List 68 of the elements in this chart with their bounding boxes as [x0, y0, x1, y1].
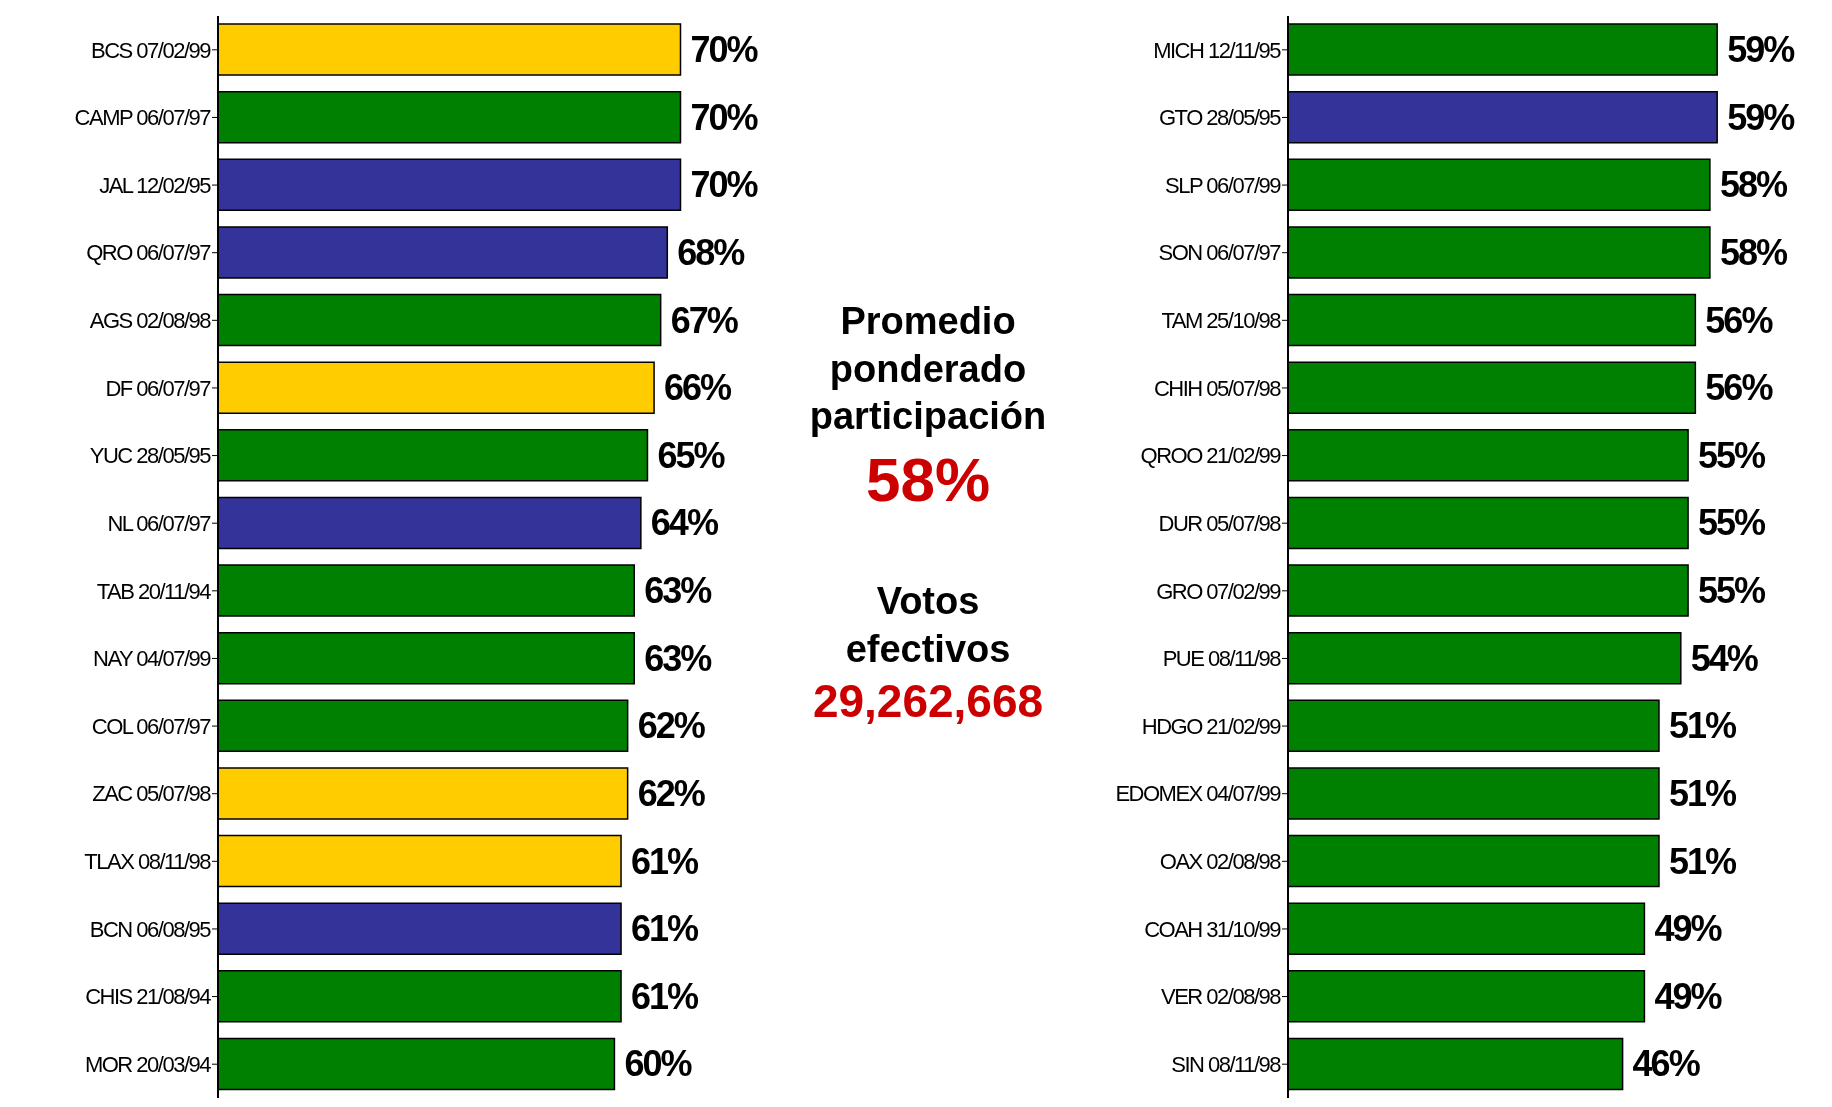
y-tick-label: GRO 07/02/99 [1156, 578, 1282, 604]
text: Promedio ponderado participación [808, 299, 1048, 439]
y-tick-label: NAY 04/07/99 [93, 646, 212, 672]
data-label: 55% [1698, 570, 1767, 612]
y-tick-label: MICH 12/11/95 [1153, 37, 1282, 63]
y-tick-label: SON 06/07/97 [1158, 240, 1282, 266]
y-tick-label: EDOMEX 04/07/99 [1115, 781, 1282, 807]
data-label: 63% [644, 570, 713, 612]
data-label: 66% [664, 367, 733, 409]
data-label: 60% [624, 1043, 693, 1085]
data-label: 62% [637, 772, 706, 814]
y-tick-label: SIN 08/11/98 [1171, 1052, 1282, 1077]
y-tick-label: OAX 02/08/98 [1159, 849, 1282, 875]
y-tick-label: GTO 28/05/95 [1158, 105, 1282, 131]
y-tick-label: JAL 12/02/95 [99, 172, 212, 198]
data-label: 58% [1719, 231, 1788, 273]
data-label: 68% [677, 231, 746, 273]
data-label: 49% [1654, 975, 1723, 1017]
data-label: 67% [670, 299, 739, 341]
y-tick-label: COAH 31/10/99 [1144, 916, 1282, 942]
y-tick-label: ZAC 05/07/98 [92, 781, 212, 807]
y-tick-label: BCS 07/02/99 [91, 37, 212, 63]
y-tick-label: MOR 20/03/94 [84, 1052, 212, 1077]
y-tick-label: YUC 28/05/95 [89, 443, 212, 469]
y-tick-label: TAM 25/10/98 [1161, 308, 1282, 334]
data-label: 46% [1632, 1043, 1701, 1085]
data-label: 59% [1727, 29, 1796, 71]
data-label: 63% [644, 637, 713, 679]
data-label: 54% [1690, 637, 1759, 679]
data-label: 61% [631, 840, 700, 882]
text: 29,262,668 [811, 674, 1045, 729]
y-tick-label: DF 06/07/97 [105, 375, 212, 401]
data-label: 49% [1654, 908, 1723, 950]
y-tick-label: SLP 06/07/99 [1165, 172, 1282, 198]
data-label: 64% [650, 502, 719, 544]
data-label: 70% [690, 96, 759, 138]
data-label: 61% [631, 908, 700, 950]
text: 58% [864, 443, 992, 516]
y-tick-label: TLAX 08/11/98 [84, 849, 212, 875]
data-label: 70% [690, 29, 759, 71]
y-tick-label: BCN 06/08/95 [89, 916, 212, 942]
data-label: 59% [1727, 96, 1796, 138]
data-label: 56% [1705, 299, 1774, 341]
y-tick-label: NL 06/07/97 [107, 511, 212, 536]
y-tick-label: QROO 21/02/99 [1140, 443, 1282, 469]
data-label: 51% [1668, 840, 1738, 882]
y-tick-label: TAB 20/11/94 [96, 578, 212, 604]
data-label: 62% [637, 705, 706, 747]
y-tick-label: PUE 08/11/98 [1162, 646, 1282, 672]
data-label: 65% [657, 434, 726, 476]
y-tick-label: COL 06/07/97 [91, 713, 212, 739]
y-tick-label: DUR 05/07/98 [1158, 511, 1282, 536]
data-label: 55% [1698, 434, 1767, 476]
y-tick-label: HDGO 21/02/99 [1141, 713, 1282, 739]
data-label: 55% [1698, 502, 1767, 544]
y-tick-label: CHIH 05/07/98 [1153, 375, 1282, 401]
data-label: 51% [1668, 705, 1738, 747]
data-label: 51% [1668, 772, 1738, 814]
data-label: 56% [1705, 367, 1774, 409]
text: Votos efectivos [844, 579, 1012, 672]
y-tick-label: VER 02/08/98 [1161, 984, 1282, 1010]
data-label: 61% [631, 975, 700, 1017]
y-tick-label: AGS 02/08/98 [89, 308, 212, 334]
y-tick-label: CHIS 21/08/94 [85, 984, 212, 1010]
y-tick-label: QRO 06/07/97 [86, 240, 212, 266]
data-label: 70% [690, 164, 759, 206]
data-label: 58% [1719, 164, 1788, 206]
y-tick-label: CAMP 06/07/97 [74, 105, 212, 131]
